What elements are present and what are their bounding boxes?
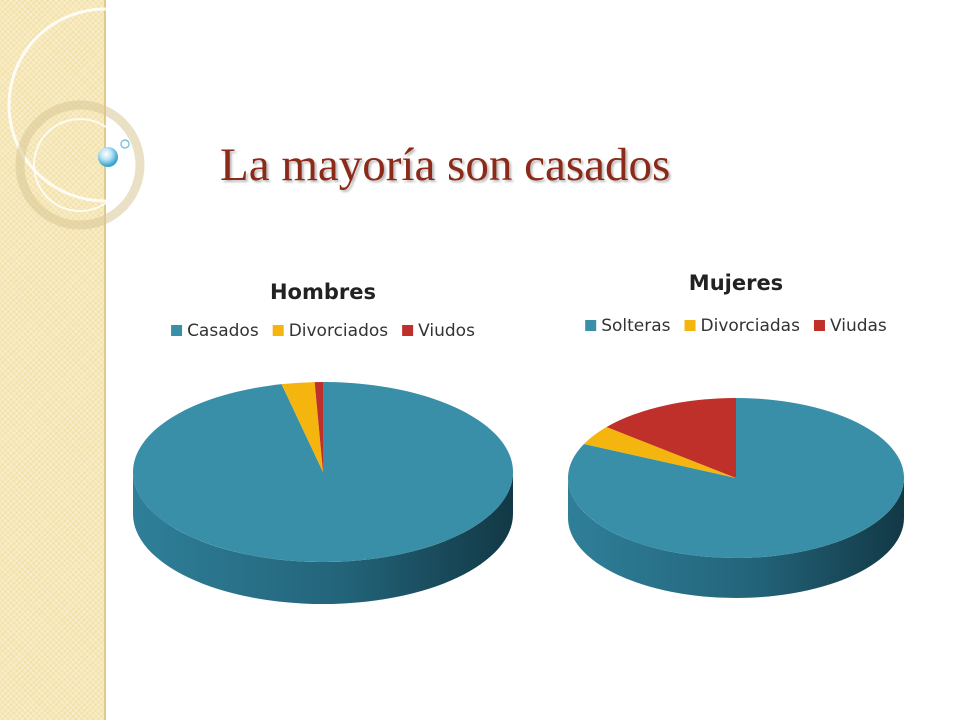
legend-item-casados: Casados xyxy=(171,321,259,341)
legend-swatch xyxy=(171,325,183,336)
decorative-circles xyxy=(7,7,203,230)
legend-label: Solteras xyxy=(601,316,670,336)
legend-item-viudos: Viudos xyxy=(402,321,475,341)
slide-title: La mayoría son casados xyxy=(220,139,671,191)
legend-item-divorciados: Divorciados xyxy=(272,321,389,341)
legend-swatch xyxy=(402,325,414,336)
legend-swatch xyxy=(684,320,696,331)
pie-slice-solteras xyxy=(568,398,905,558)
legend-item-solteras: Solteras xyxy=(585,316,671,336)
legend-label: Viudos xyxy=(418,321,475,341)
deco-ring-large xyxy=(7,7,203,203)
legend-item-viudas: Viudas xyxy=(813,316,887,336)
side-band-edge xyxy=(104,0,106,720)
chart-legend: Solteras Divorciadas Viudas xyxy=(585,316,887,336)
pie-slice-divorciadas xyxy=(583,427,736,478)
chart-legend: Casados Divorciados Viudos xyxy=(171,321,475,341)
legend-label: Viudas xyxy=(830,316,887,336)
chart-title: Hombres xyxy=(270,280,376,304)
legend-item-divorciadas: Divorciadas xyxy=(684,316,801,336)
deco-bubble-small xyxy=(120,139,130,149)
chart-title: Mujeres xyxy=(689,271,783,295)
deco-ring-inner xyxy=(33,118,127,212)
pie-slice-casados xyxy=(133,382,514,562)
legend-swatch xyxy=(585,320,597,331)
legend-swatch xyxy=(813,320,825,331)
pie-chart-mujeres: Mujeres Solteras Divorciadas Viudas xyxy=(568,271,905,598)
pie-slice-divorciados xyxy=(281,382,323,472)
legend-label: Casados xyxy=(187,321,259,341)
pie-slice-viudos xyxy=(314,382,323,472)
legend-label: Divorciados xyxy=(289,321,389,341)
pie-chart-hombres: Hombres Casados Divorciados Viudos xyxy=(133,280,514,604)
deco-ring-outer xyxy=(15,100,145,230)
legend-label: Divorciadas xyxy=(701,316,801,336)
pie-side-wall xyxy=(568,478,904,598)
legend-swatch xyxy=(272,325,284,336)
deco-bubble-large xyxy=(98,147,118,167)
pie-slice-viudas xyxy=(606,398,736,478)
pie-side-wall xyxy=(133,472,513,604)
